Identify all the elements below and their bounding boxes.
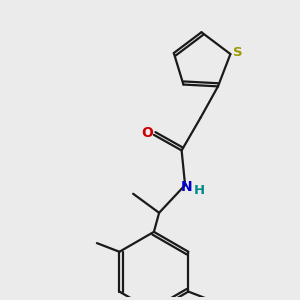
Text: S: S bbox=[233, 46, 243, 59]
Text: N: N bbox=[181, 180, 193, 194]
Text: H: H bbox=[194, 184, 205, 197]
Text: O: O bbox=[141, 126, 153, 140]
